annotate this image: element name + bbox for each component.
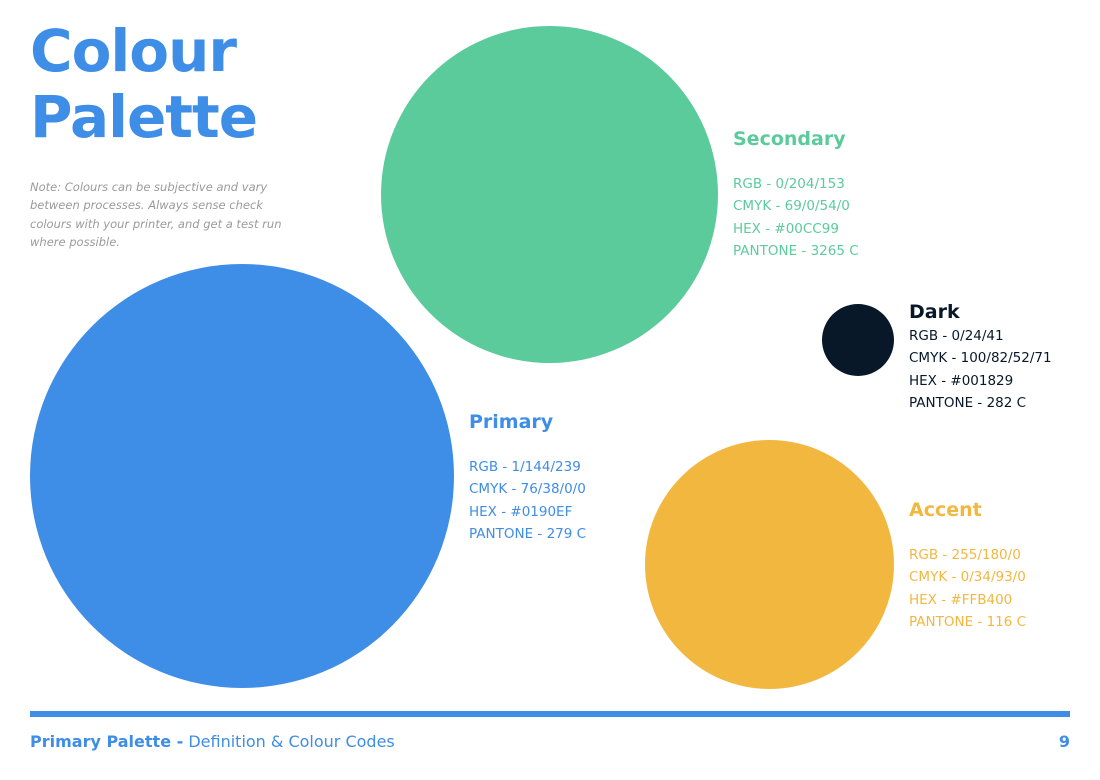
accent-colour-spec: Accent RGB - 255/180/0 CMYK - 0/34/93/0 … — [909, 498, 1026, 633]
page-title: Colour Palette — [30, 17, 258, 151]
dark-rgb: RGB - 0/24/41 — [909, 328, 1004, 344]
dark-hex: HEX - #001829 — [909, 372, 1014, 389]
dark-colour-name: Dark — [909, 301, 960, 323]
footer-rule — [30, 711, 1070, 717]
primary-hex: HEX - #0190EF — [469, 503, 573, 520]
secondary-colour-codes: RGB - 0/204/153 CMYK - 69/0/54/0 HEX - #… — [733, 173, 859, 262]
accent-cmyk: CMYK - 0/34/93/0 — [909, 569, 1026, 586]
accent-colour-name: Accent — [909, 499, 982, 521]
page-title-line-2: Palette — [30, 83, 258, 151]
dark-pantone: PANTONE - 282 C — [909, 394, 1027, 411]
primary-cmyk: CMYK - 76/38/0/0 — [469, 481, 586, 498]
accent-hex: HEX - #FFB400 — [909, 591, 1013, 608]
secondary-rgb: RGB - 0/204/153 — [733, 176, 845, 192]
footer-subtitle: Definition & Colour Codes — [188, 732, 395, 751]
secondary-pantone: PANTONE - 3265 C — [733, 242, 859, 259]
secondary-colour-swatch — [381, 26, 718, 363]
dark-colour-codes: RGB - 0/24/41 CMYK - 100/82/52/71 HEX - … — [909, 325, 1052, 414]
dark-colour-swatch — [822, 304, 894, 376]
primary-colour-codes: RGB - 1/144/239 CMYK - 76/38/0/0 HEX - #… — [469, 456, 586, 545]
accent-rgb: RGB - 255/180/0 — [909, 547, 1021, 563]
page-number: 9 — [1058, 732, 1070, 751]
primary-colour-swatch — [30, 264, 454, 688]
footer-title: Primary Palette - Definition & Colour Co… — [30, 731, 395, 753]
dark-colour-spec: Dark RGB - 0/24/41 CMYK - 100/82/52/71 H… — [909, 300, 1052, 414]
primary-colour-spec: Primary RGB - 1/144/239 CMYK - 76/38/0/0… — [469, 410, 586, 545]
primary-pantone: PANTONE - 279 C — [469, 525, 587, 542]
accent-colour-swatch — [645, 440, 894, 689]
colour-note: Note: Colours can be subjective and vary… — [30, 179, 282, 250]
accent-colour-codes: RGB - 255/180/0 CMYK - 0/34/93/0 HEX - #… — [909, 544, 1026, 633]
secondary-cmyk: CMYK - 69/0/54/0 — [733, 198, 850, 215]
secondary-colour-spec: Secondary RGB - 0/204/153 CMYK - 69/0/54… — [733, 127, 859, 262]
accent-pantone: PANTONE - 116 C — [909, 613, 1027, 630]
secondary-hex: HEX - #00CC99 — [733, 220, 839, 237]
dark-cmyk: CMYK - 100/82/52/71 — [909, 350, 1052, 367]
primary-colour-name: Primary — [469, 411, 554, 433]
page-title-line-1: Colour — [30, 17, 237, 85]
secondary-colour-name: Secondary — [733, 128, 846, 150]
primary-rgb: RGB - 1/144/239 — [469, 459, 581, 475]
footer-section-label: Primary Palette - — [30, 732, 184, 751]
